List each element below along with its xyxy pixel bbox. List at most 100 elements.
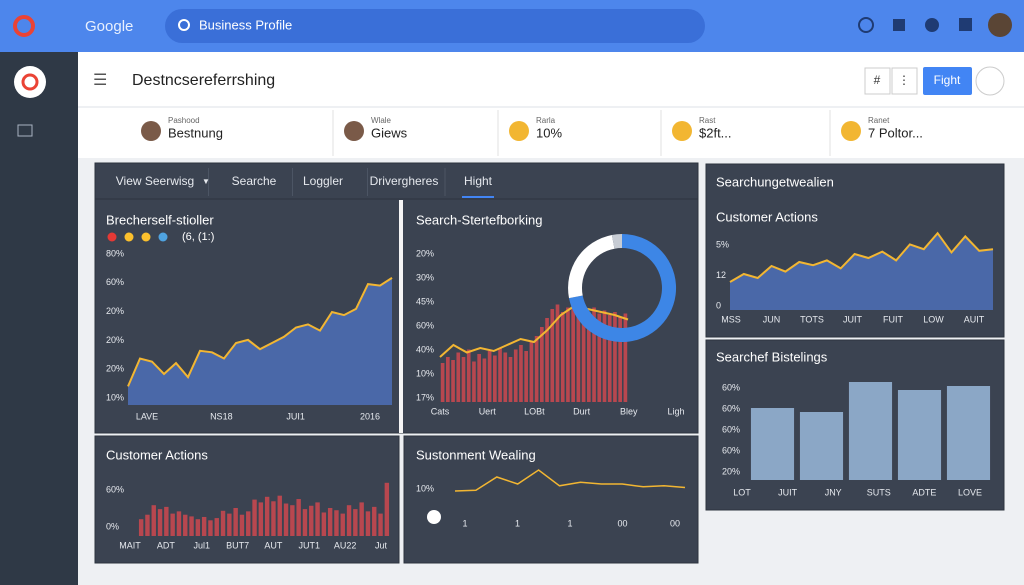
x-tick-label: ADTE bbox=[912, 487, 936, 497]
tab[interactable]: View Seerwisg bbox=[116, 174, 194, 188]
bar bbox=[227, 513, 232, 536]
bar bbox=[346, 505, 352, 536]
bar bbox=[321, 512, 327, 536]
donut-segment bbox=[611, 234, 622, 249]
legend-text: (6, (1:) bbox=[182, 231, 214, 243]
x-tick-label: Cats bbox=[431, 406, 450, 416]
bar bbox=[233, 508, 238, 536]
menu-icon[interactable]: ☰ bbox=[93, 72, 107, 89]
bar bbox=[195, 519, 201, 536]
y-tick-label: 20% bbox=[722, 466, 740, 476]
notif-icon[interactable] bbox=[925, 18, 939, 32]
bar bbox=[372, 506, 377, 536]
tab[interactable]: Searche bbox=[232, 174, 277, 188]
y-tick-label: 60% bbox=[106, 277, 124, 287]
bar bbox=[353, 509, 358, 536]
bar bbox=[560, 312, 565, 402]
bar bbox=[529, 342, 534, 402]
x-tick-label: AUIT bbox=[964, 314, 985, 324]
apps-icon[interactable] bbox=[959, 18, 972, 31]
bar bbox=[157, 509, 163, 536]
line bbox=[127, 277, 393, 387]
bar bbox=[220, 510, 226, 536]
bar bbox=[340, 513, 345, 536]
y-tick-label: 30% bbox=[416, 272, 434, 282]
x-tick-label: 2016 bbox=[360, 411, 380, 421]
stat-label: Ranet bbox=[868, 116, 890, 125]
x-tick-label: JUIT bbox=[778, 487, 798, 497]
y-tick-label: 20% bbox=[106, 364, 124, 374]
tab[interactable]: Drivergheres bbox=[370, 174, 439, 188]
y-tick-label: 5% bbox=[716, 239, 729, 249]
bar bbox=[461, 357, 466, 402]
primary-button[interactable] bbox=[923, 67, 972, 95]
bar bbox=[309, 505, 314, 536]
button-label: # bbox=[874, 73, 881, 87]
x-tick-label: JUI1 bbox=[286, 411, 305, 421]
line bbox=[454, 469, 686, 492]
y-tick-label: 45% bbox=[416, 296, 434, 306]
tab[interactable]: Hight bbox=[464, 174, 493, 188]
x-tick-label: LOBt bbox=[524, 406, 545, 416]
bar bbox=[534, 336, 539, 402]
list-icon[interactable] bbox=[893, 19, 905, 31]
x-tick-label: LOVE bbox=[958, 487, 982, 497]
bar bbox=[440, 363, 445, 402]
legend-dot bbox=[158, 232, 168, 242]
bar bbox=[239, 514, 245, 536]
x-tick-label: Jul1 bbox=[193, 540, 210, 550]
x-tick-label: Bley bbox=[620, 406, 638, 416]
bar bbox=[327, 508, 333, 536]
bar bbox=[456, 352, 461, 402]
bar bbox=[214, 518, 219, 536]
y-tick-label: 10% bbox=[106, 392, 124, 402]
y-tick-label: 60% bbox=[722, 403, 740, 413]
bar bbox=[296, 499, 301, 536]
button[interactable] bbox=[864, 67, 891, 95]
bar bbox=[176, 511, 182, 536]
chart-title: Customer Actions bbox=[106, 447, 208, 462]
bar bbox=[613, 312, 617, 402]
account-icon[interactable] bbox=[858, 17, 874, 33]
bar bbox=[592, 307, 596, 402]
bar bbox=[602, 310, 607, 402]
sidebar-icon[interactable] bbox=[17, 124, 33, 137]
bar bbox=[799, 412, 844, 480]
stat-avatar bbox=[141, 121, 161, 141]
x-tick-label: JUIT bbox=[843, 314, 863, 324]
tab-caret: ▼ bbox=[202, 177, 210, 186]
sidebar-logo[interactable] bbox=[14, 66, 46, 98]
x-tick-label: LOT bbox=[733, 487, 751, 497]
search-box[interactable] bbox=[165, 9, 705, 43]
stat-label: Wlale bbox=[371, 116, 392, 125]
bar bbox=[487, 351, 492, 402]
bar bbox=[587, 312, 591, 402]
bar bbox=[493, 355, 497, 402]
tab[interactable]: Loggler bbox=[303, 174, 343, 188]
x-tick-label: JUT1 bbox=[299, 540, 321, 550]
panel bbox=[403, 435, 699, 564]
bar bbox=[189, 516, 194, 536]
google-icon bbox=[13, 15, 35, 37]
button-label: Fight bbox=[934, 73, 961, 87]
icon-button[interactable] bbox=[975, 66, 1005, 96]
button[interactable] bbox=[891, 67, 918, 95]
bar bbox=[550, 309, 555, 402]
x-tick-label: 00 bbox=[670, 518, 680, 528]
avatar[interactable] bbox=[988, 13, 1012, 37]
y-tick-label: 20% bbox=[106, 335, 124, 345]
bar bbox=[597, 313, 602, 402]
stat-avatar bbox=[672, 121, 692, 141]
x-tick-label: ADT bbox=[157, 540, 176, 550]
stat-value: 7 Poltor... bbox=[868, 125, 923, 140]
bar bbox=[378, 513, 383, 536]
bar bbox=[472, 361, 476, 402]
bar bbox=[618, 316, 622, 402]
bar bbox=[750, 408, 795, 480]
bar bbox=[519, 345, 523, 402]
bar bbox=[151, 505, 156, 536]
x-tick-label: Ligh bbox=[667, 406, 684, 416]
bar bbox=[164, 506, 169, 536]
bar bbox=[545, 318, 549, 402]
x-tick-label: BUT7 bbox=[226, 540, 249, 550]
